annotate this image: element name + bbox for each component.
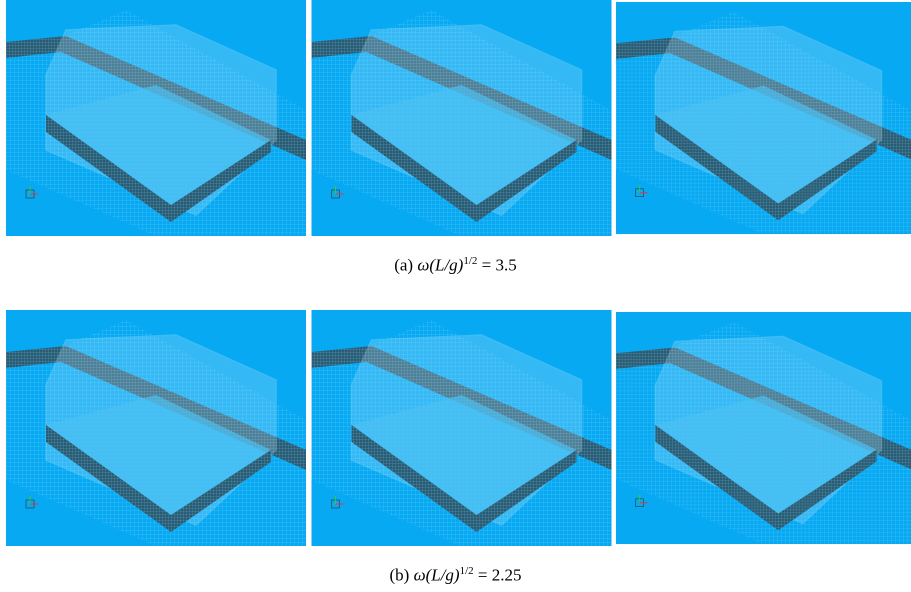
caption-expr: ω(L/g)	[417, 256, 463, 275]
caption-label: (a)	[394, 256, 413, 275]
sim-image	[312, 0, 612, 236]
caption-a: (a) ω(L/g)1/2 = 3.5	[0, 255, 911, 276]
image-row-a	[5, 0, 911, 236]
caption-label: (b)	[390, 566, 410, 585]
sim-image	[616, 312, 911, 544]
caption-expr: ω(L/g)	[414, 566, 460, 585]
caption-b: (b) ω(L/g)1/2 = 2.25	[0, 565, 911, 586]
figure: (a) ω(L/g)1/2 = 3.5 (b) ω(L/g)1/2 = 2.25…	[0, 0, 911, 592]
sim-image	[6, 0, 306, 236]
sim-image	[6, 310, 306, 546]
caption-value: = 2.25	[478, 566, 522, 585]
caption-value: = 3.5	[482, 256, 517, 275]
caption-exponent: 1/2	[460, 565, 474, 577]
image-row-b	[5, 310, 911, 546]
sim-image	[312, 310, 612, 546]
sim-image	[616, 2, 911, 234]
caption-exponent: 1/2	[463, 255, 477, 267]
